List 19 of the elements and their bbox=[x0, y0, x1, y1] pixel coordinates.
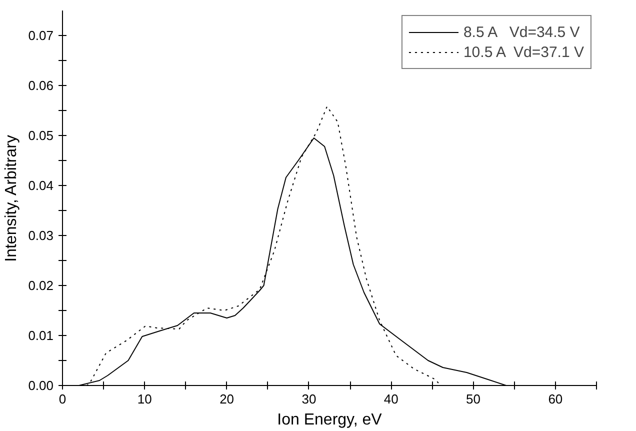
legend-label: 10.5 A Vd=37.1 V bbox=[463, 44, 584, 60]
y-tick-label: 0.05 bbox=[28, 128, 54, 143]
y-tick-label: 0.07 bbox=[28, 28, 54, 43]
x-tick-label: 20 bbox=[220, 392, 234, 406]
x-axis-title: Ion Energy, eV bbox=[277, 412, 382, 428]
legend-label: 8.5 A Vd=34.5 V bbox=[463, 24, 580, 40]
y-tick-label: 0.06 bbox=[28, 78, 54, 93]
y-tick-label: 0.02 bbox=[28, 278, 54, 293]
x-tick-label: 30 bbox=[302, 392, 316, 406]
y-tick-label: 0.03 bbox=[28, 228, 54, 243]
x-tick-label: 60 bbox=[548, 392, 563, 406]
x-tick-label: 50 bbox=[466, 392, 481, 406]
y-tick-label: 0.00 bbox=[28, 378, 54, 393]
x-tick-label: 10 bbox=[137, 392, 152, 406]
y-tick-label: 0.01 bbox=[28, 328, 54, 343]
y-axis-title: Intensity, Arbitrary bbox=[3, 135, 20, 262]
y-tick-label: 0.04 bbox=[28, 178, 54, 193]
x-tick-label: 0 bbox=[58, 392, 66, 406]
x-tick-label: 40 bbox=[384, 392, 398, 406]
